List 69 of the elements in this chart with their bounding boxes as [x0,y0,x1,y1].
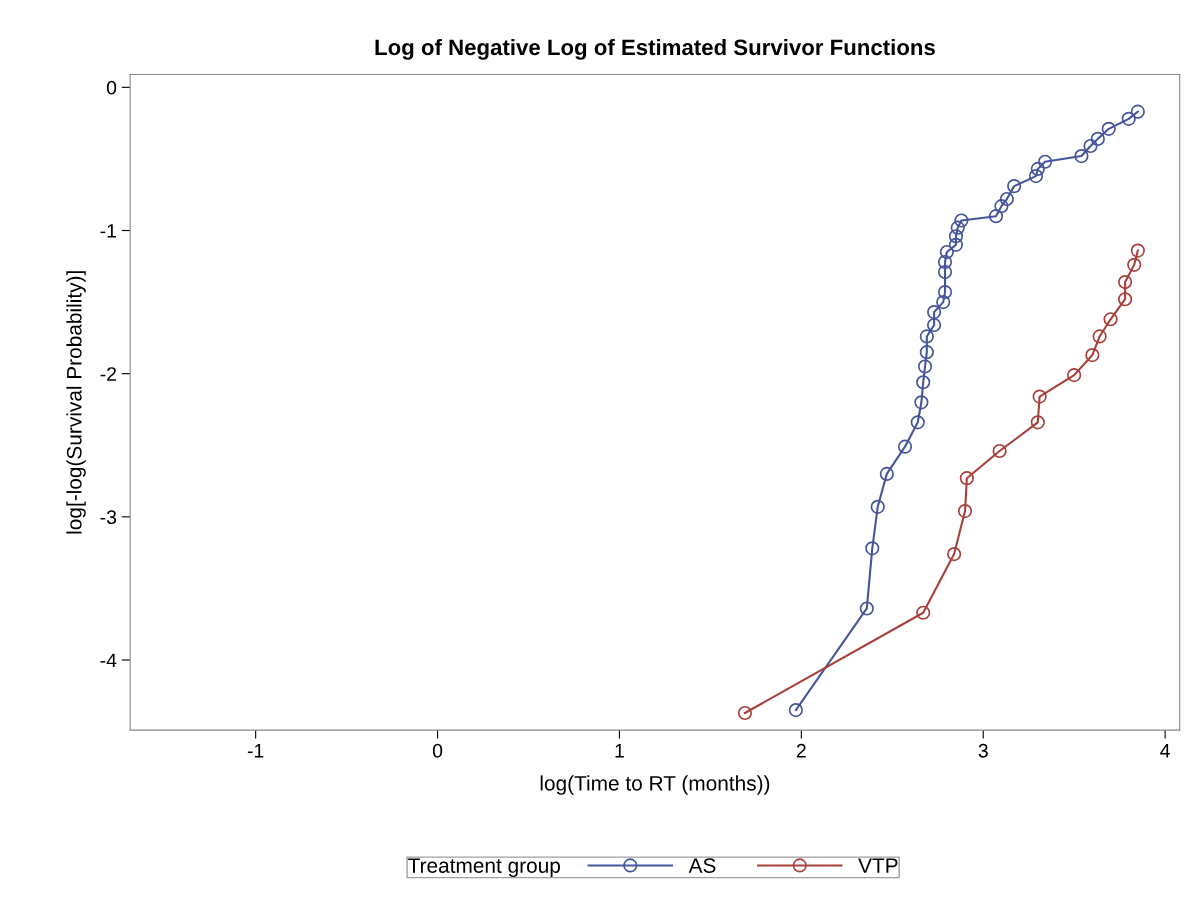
point [950,220,965,235]
point [1083,138,1098,154]
point [937,264,953,280]
point [988,209,1004,224]
legend-label: AS [688,858,716,873]
point [919,329,934,344]
point [939,244,954,260]
point [927,305,942,320]
point [914,395,929,410]
point [927,317,942,333]
point [1092,329,1107,344]
point [916,375,931,390]
point [1118,292,1133,307]
point [1101,121,1116,136]
point [788,703,803,718]
point [1067,368,1082,383]
point [1028,169,1044,184]
y-axis-title: log[-log(Survival Probability)] [66,271,86,534]
point [916,605,931,620]
point [1007,179,1022,194]
y-tick-label: -2 [100,367,116,381]
point [1085,347,1100,363]
point [992,443,1007,459]
point [1121,111,1136,126]
point [1103,312,1118,327]
point [1130,243,1145,258]
x-tick-label: -1 [247,744,264,758]
x-tick-label: 1 [615,744,624,758]
point [1130,104,1145,119]
y-tick-label: -3 [100,510,117,525]
point [948,229,964,244]
point [1032,389,1047,404]
point [1030,161,1045,177]
x-tick-label: 3 [978,743,988,758]
point [1074,148,1089,164]
point [1090,131,1105,146]
y-tick-label: 0 [106,80,117,95]
point [859,601,874,616]
point [1037,154,1053,169]
point [947,546,962,562]
chart-title: Log of Negative Log of Estimated Survivor Functions [375,38,935,60]
x-tick-label: 4 [1160,744,1170,758]
point [954,213,969,228]
point [919,345,934,360]
y-tick-label: -1 [100,224,116,238]
point [865,541,880,556]
point [959,471,974,486]
point [737,705,753,721]
point [910,415,925,430]
x-axis-title: log(Time to RT (months)) [540,775,770,795]
point [937,254,953,270]
point [870,499,885,514]
point [999,191,1014,207]
point [957,504,973,519]
point [937,284,953,300]
point [917,359,933,374]
point [1127,257,1142,272]
point [1030,415,1045,430]
point [948,237,964,252]
point [994,199,1009,214]
y-tick-label: -4 [100,653,117,668]
point [879,466,894,481]
point [897,439,913,454]
legend-title: Treatment group [408,858,560,878]
legend-label: VTP [858,858,898,873]
x-tick-label: 0 [432,743,443,758]
point [1118,274,1133,290]
x-tick-label: 2 [796,743,806,758]
point [936,295,951,310]
